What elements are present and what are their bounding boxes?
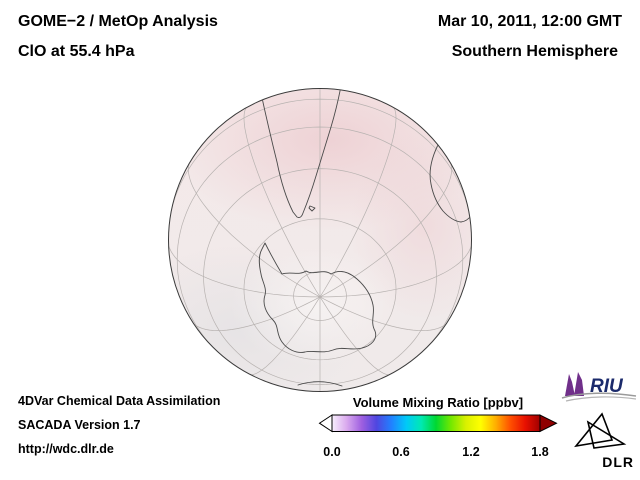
coast-antarctica [258,242,377,353]
dlr-logo: DLR [562,408,636,470]
swoosh-line [561,392,637,399]
colorbar: Volume Mixing Ratio [ppbv] 0.0 0.6 1.2 1… [318,395,558,459]
dlr-text: DLR [602,454,634,470]
cathedral-icon [565,374,575,396]
colorbar-tick: 0.6 [392,445,410,459]
colorbar-tick: 1.2 [462,445,480,459]
riu-logo: RIU [560,368,638,404]
riu-text: RIU [590,376,624,397]
colorbar-right-arrow [539,414,558,433]
hemisphere-label: Southern Hemisphere [451,43,618,60]
version-label: SACADA Version 1.7 [18,418,141,432]
dlr-symbol-icon [574,412,627,449]
url-label: http://wdc.dlr.de [18,442,114,456]
coast-south-america [258,89,342,218]
globe-limb [168,88,472,392]
colorbar-left-arrow [318,414,333,433]
coast-africa [429,140,471,223]
colorbar-tick: 1.8 [531,445,549,459]
colorbar-tick: 0.0 [323,445,341,459]
datetime-label: Mar 10, 2011, 12:00 GMT [437,13,622,30]
coast-lower-limb [297,381,343,387]
instrument-title: GOME−2 / MetOp Analysis [18,13,218,30]
cathedral-icon [574,372,584,396]
riu-logo-graphic: RIU [561,372,637,402]
coastlines [258,89,471,387]
colorbar-gradient-bar [331,414,541,432]
colorbar-title: Volume Mixing Ratio [ppbv] [352,395,524,410]
coast-falkland-islands [308,205,316,212]
quantity-level-label: ClO at 55.4 hPa [18,43,135,60]
swoosh-line [565,396,637,402]
colorbar-scale [318,414,558,433]
assimilation-label: 4DVar Chemical Data Assimilation [18,394,221,408]
